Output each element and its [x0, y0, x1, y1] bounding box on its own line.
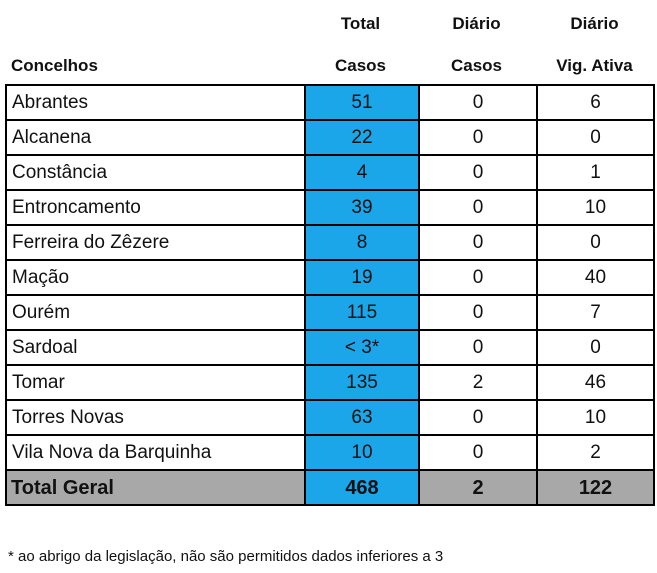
diario-casos-cell: 0: [418, 224, 538, 261]
diario-vig-cell: 10: [536, 189, 655, 226]
diario-vig-cell: 6: [536, 84, 655, 121]
table-row: Tomar 135 2 46: [5, 364, 655, 401]
diario-casos-cell: 0: [418, 154, 538, 191]
concelho-cell: Vila Nova da Barquinha: [5, 434, 306, 471]
total-casos-cell: 19: [304, 259, 420, 296]
total-casos-cell: 10: [304, 434, 420, 471]
totals-diario-casos: 2: [418, 469, 538, 506]
cases-table: Abrantes 51 0 6 Alcanena 22 0 0 Constânc…: [5, 84, 655, 506]
concelho-cell: Ferreira do Zêzere: [5, 224, 306, 261]
concelho-cell: Ourém: [5, 294, 306, 331]
column-header-diario-casos-line1: Diário: [452, 14, 501, 33]
footnote: * ao abrigo da legislação, não são permi…: [8, 548, 444, 565]
total-casos-cell: 135: [304, 364, 420, 401]
table-row: Ferreira do Zêzere 8 0 0: [5, 224, 655, 261]
diario-casos-cell: 0: [418, 119, 538, 156]
diario-casos-cell: 2: [418, 364, 538, 401]
table-header: Concelhos Total Casos Diário Casos Diári…: [0, 0, 657, 84]
diario-vig-cell: 2: [536, 434, 655, 471]
diario-casos-cell: 0: [418, 294, 538, 331]
diario-vig-cell: 40: [536, 259, 655, 296]
column-header-total-casos: Total Casos: [304, 14, 417, 78]
concelho-cell: Torres Novas: [5, 399, 306, 436]
total-casos-cell: 51: [304, 84, 420, 121]
totals-row: Total Geral 468 2 122: [5, 469, 655, 506]
column-header-diario-vig-ativa: Diário Vig. Ativa: [536, 14, 653, 78]
diario-vig-cell: 0: [536, 224, 655, 261]
totals-label: Total Geral: [5, 469, 306, 506]
diario-casos-cell: 0: [418, 189, 538, 226]
totals-total-casos: 468: [304, 469, 420, 506]
concelho-cell: Abrantes: [5, 84, 306, 121]
table-row: Constância 4 0 1: [5, 154, 655, 191]
total-casos-cell: 4: [304, 154, 420, 191]
table-row: Vila Nova da Barquinha 10 0 2: [5, 434, 655, 471]
diario-vig-cell: 1: [536, 154, 655, 191]
total-casos-cell: < 3*: [304, 329, 420, 366]
diario-vig-cell: 7: [536, 294, 655, 331]
column-header-concelhos: Concelhos: [11, 56, 98, 75]
column-header-diario-casos: Diário Casos: [418, 14, 535, 78]
column-header-diario-vig-line1: Diário: [570, 14, 619, 33]
column-header-diario-vig-line2: Vig. Ativa: [556, 56, 633, 75]
column-header-diario-casos-line2: Casos: [450, 56, 503, 75]
column-header-total-line1: Total: [340, 14, 381, 33]
diario-casos-cell: 0: [418, 259, 538, 296]
total-casos-cell: 8: [304, 224, 420, 261]
total-casos-cell: 39: [304, 189, 420, 226]
diario-casos-cell: 0: [418, 399, 538, 436]
table-row: Torres Novas 63 0 10: [5, 399, 655, 436]
concelho-cell: Sardoal: [5, 329, 306, 366]
diario-vig-cell: 10: [536, 399, 655, 436]
diario-casos-cell: 0: [418, 434, 538, 471]
table-row: Ourém 115 0 7: [5, 294, 655, 331]
table-row: Sardoal < 3* 0 0: [5, 329, 655, 366]
concelho-cell: Mação: [5, 259, 306, 296]
concelho-cell: Alcanena: [5, 119, 306, 156]
total-casos-cell: 63: [304, 399, 420, 436]
totals-diario-vig: 122: [536, 469, 655, 506]
diario-vig-cell: 0: [536, 329, 655, 366]
total-casos-cell: 115: [304, 294, 420, 331]
concelho-cell: Tomar: [5, 364, 306, 401]
diario-casos-cell: 0: [418, 84, 538, 121]
table-row: Entroncamento 39 0 10: [5, 189, 655, 226]
table-row: Mação 19 0 40: [5, 259, 655, 296]
concelho-cell: Entroncamento: [5, 189, 306, 226]
total-casos-cell: 22: [304, 119, 420, 156]
diario-vig-cell: 0: [536, 119, 655, 156]
column-header-total-line2: Casos: [334, 56, 387, 75]
table-row: Abrantes 51 0 6: [5, 84, 655, 121]
diario-casos-cell: 0: [418, 329, 538, 366]
table-row: Alcanena 22 0 0: [5, 119, 655, 156]
concelho-cell: Constância: [5, 154, 306, 191]
diario-vig-cell: 46: [536, 364, 655, 401]
